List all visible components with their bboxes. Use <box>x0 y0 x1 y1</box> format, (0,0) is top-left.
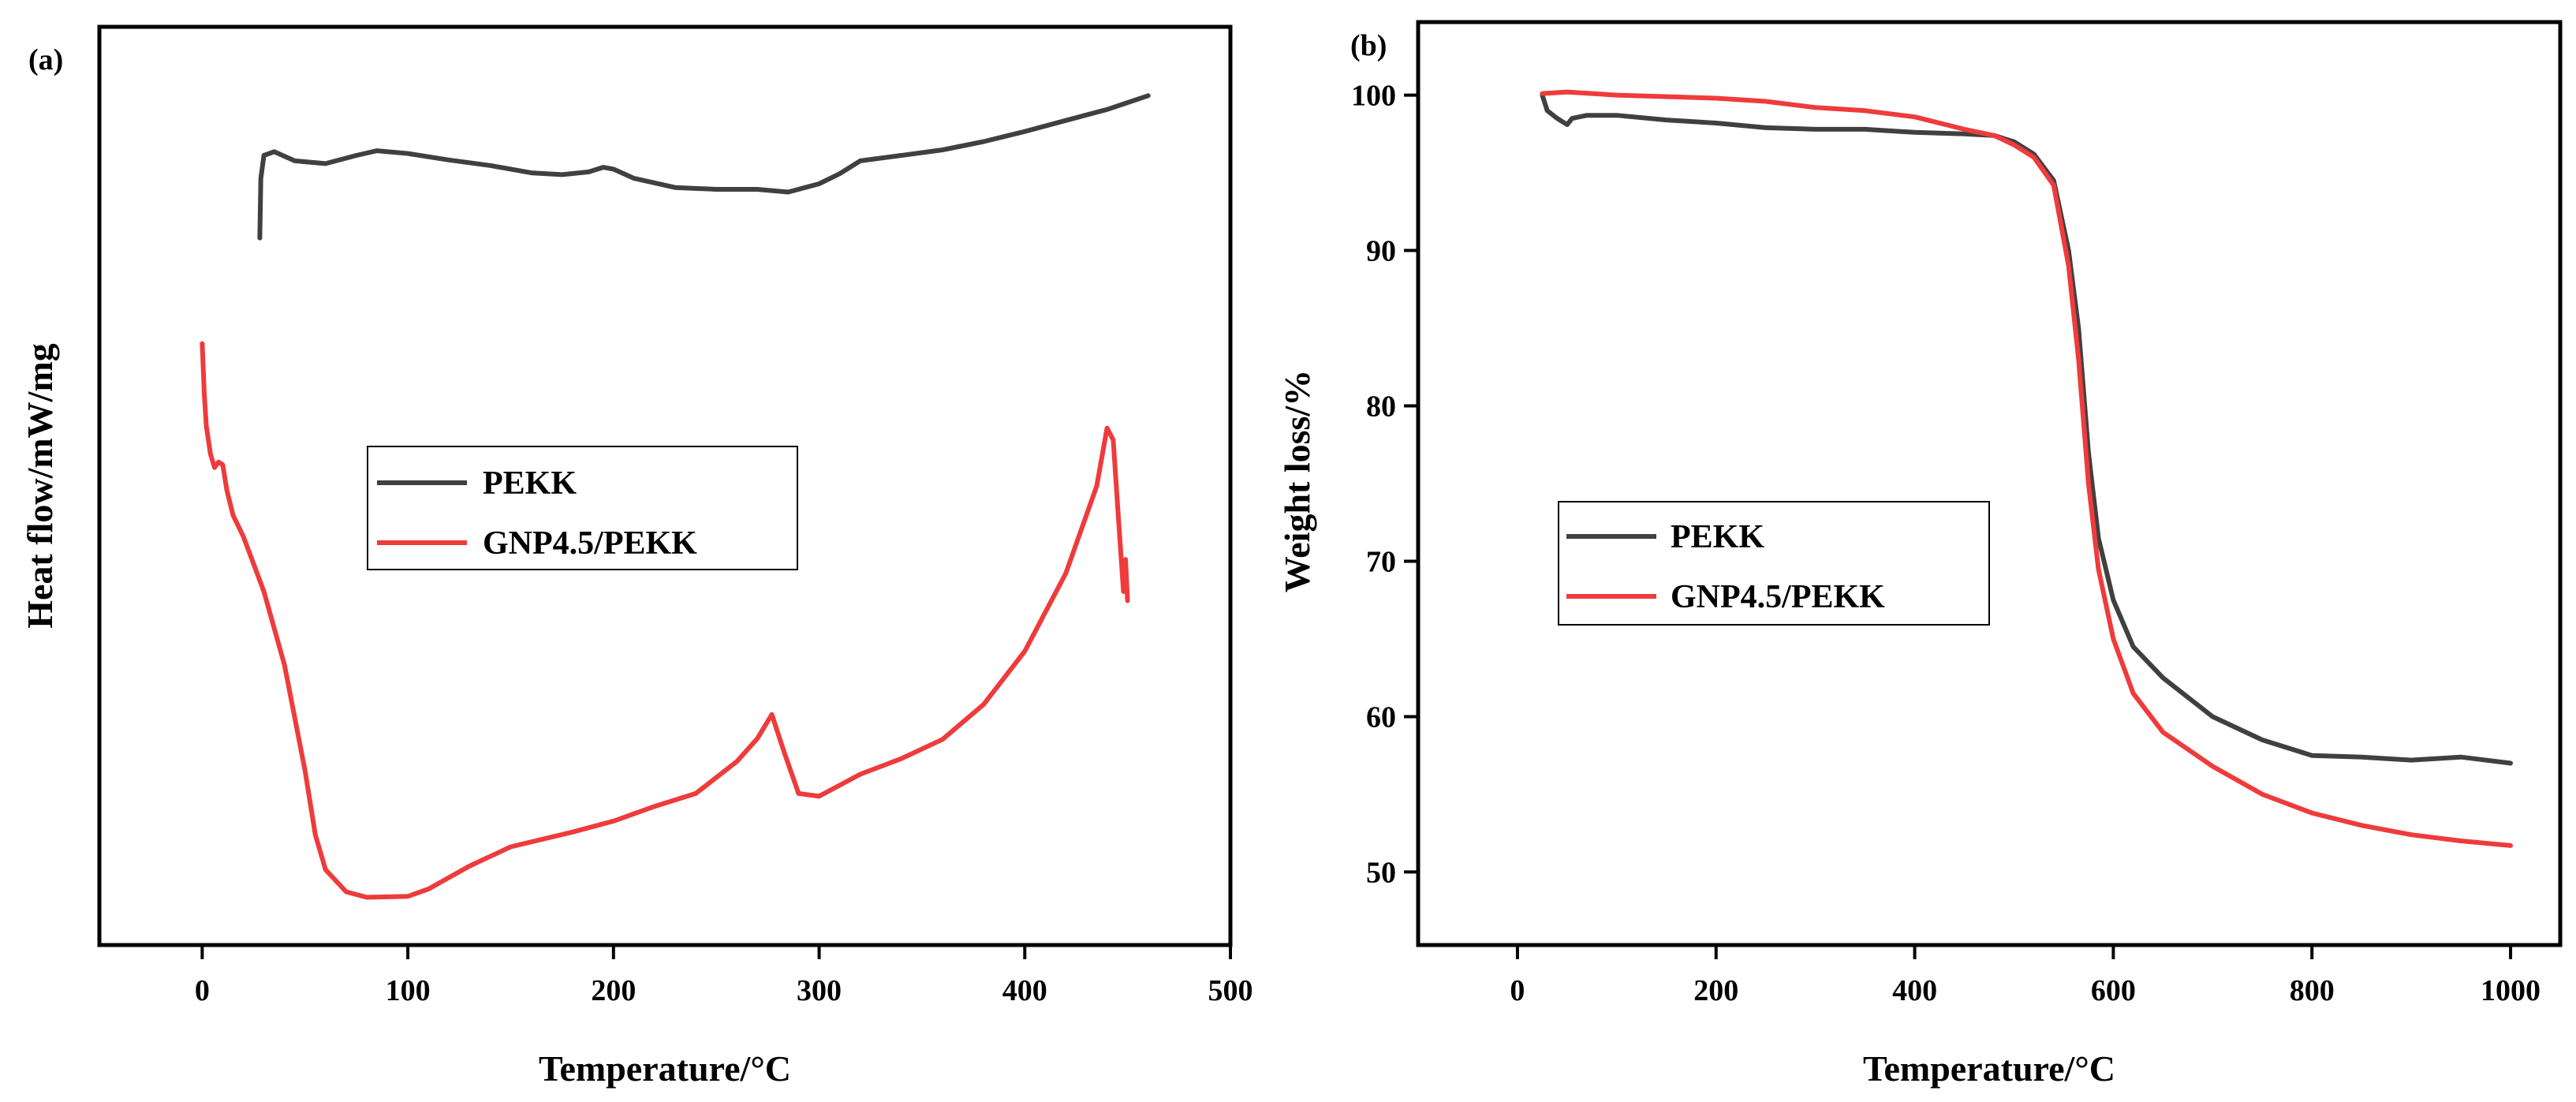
panel-b-y-tick-label: 80 <box>1366 390 1396 424</box>
panel-b-legend: PEKK GNP4.5/PEKK <box>1558 501 1990 626</box>
panel-a-x-tick-label: 400 <box>1002 974 1047 1007</box>
panel-b-y-tick-label: 70 <box>1366 545 1396 578</box>
panel-b-legend-label-pekk: PEKK <box>1671 519 1764 555</box>
panel-b-y-tick-label: 100 <box>1351 80 1396 113</box>
panel-b-x-tick-label: 400 <box>1892 974 1937 1007</box>
panel-a-x-tick-label: 100 <box>386 974 431 1007</box>
panel-b-x-axis-title: Temperature/°C <box>1863 1048 2115 1089</box>
panel-a-ticks: 0 100 200 300 400 500 <box>195 945 1253 1007</box>
panel-a-frame <box>97 24 1233 947</box>
panel-b-x-tick-label: 800 <box>2290 974 2335 1007</box>
panel-a-legend-box <box>367 446 798 570</box>
panel-a-label: (a) <box>28 43 63 77</box>
panel-b-x-tick-label: 0 <box>1510 974 1525 1007</box>
panel-a-x-tick-label: 200 <box>591 974 636 1007</box>
panel-a-legend-label-pekk: PEKK <box>483 465 577 502</box>
panel-b-x-tick-label: 600 <box>2091 974 2136 1007</box>
panel-b-series-line-gnp4-5-pekk <box>1540 89 2513 848</box>
panel-b-y-axis-title: Weight loss/% <box>1277 370 1317 592</box>
panel-a-x-tick-label: 300 <box>797 974 842 1007</box>
panel-b: (b) 0 200 400 600 800 1000 50 60 70 80 90 100 Tempe… <box>1277 20 2563 1089</box>
panel-b-series-line-pekk <box>1540 92 2513 766</box>
panel-a-legend-label-gnp: GNP4.5/PEKK <box>483 525 697 562</box>
panel-b-legend-box <box>1558 501 1990 626</box>
panel-a-series-line-gnp4-5-pekk <box>200 341 1130 900</box>
panel-b-x-tick-label: 1000 <box>2481 974 2541 1007</box>
panel-b-label: (b) <box>1350 29 1387 62</box>
panel-b-ticks: 0 200 400 600 800 1000 50 60 70 80 90 100 <box>1351 80 2541 1007</box>
panel-b-series <box>1540 89 2513 848</box>
panel-a-series-line-pekk <box>257 93 1151 241</box>
panel-b-x-tick-label: 200 <box>1693 974 1738 1007</box>
panel-b-y-tick-label: 90 <box>1366 235 1396 268</box>
panel-b-y-tick-label: 60 <box>1366 700 1396 734</box>
panel-a-x-axis-title: Temperature/°C <box>539 1048 791 1089</box>
panel-a-x-tick-label: 0 <box>195 974 210 1007</box>
panel-b-legend-label-gnp: GNP4.5/PEKK <box>1671 579 1885 615</box>
panel-a-series <box>200 93 1151 900</box>
panel-a-legend: PEKK GNP4.5/PEKK <box>367 446 798 570</box>
panel-b-y-tick-label: 50 <box>1366 856 1396 889</box>
panel-a-y-axis-title: Heat flow/mW/mg <box>20 343 60 629</box>
panel-b-frame <box>1416 20 2563 947</box>
panel-a-x-tick-label: 500 <box>1208 974 1253 1007</box>
panel-a: (a) 0 100 200 300 400 500 Temperature/°C Heat… <box>20 24 1253 1089</box>
